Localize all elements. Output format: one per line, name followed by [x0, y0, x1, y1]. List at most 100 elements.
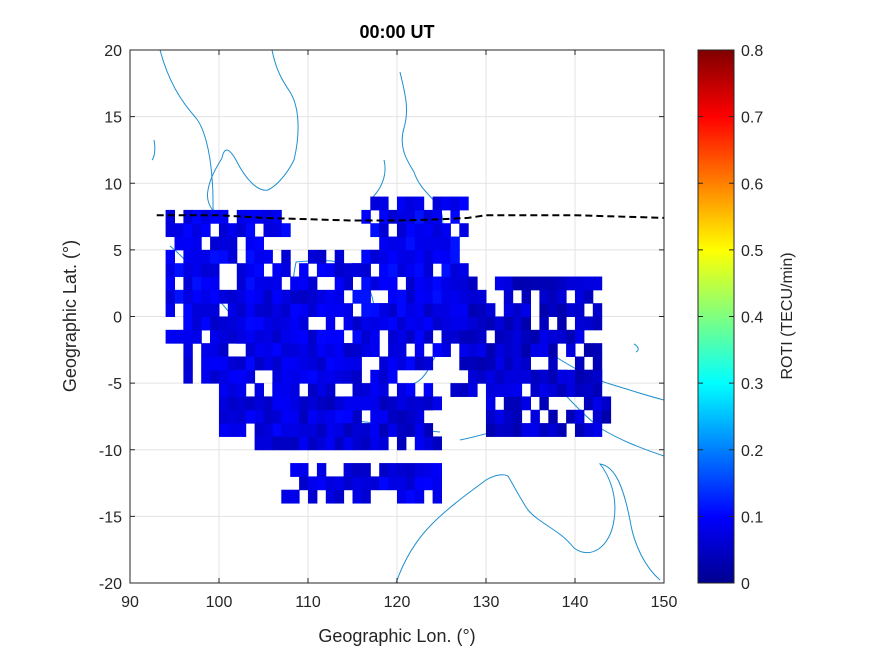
roti-cell: [423, 276, 434, 291]
roti-cell: [210, 316, 220, 331]
y-tick-label: 0: [113, 310, 122, 327]
roti-cell: [352, 396, 362, 411]
roti-cell: [370, 249, 380, 264]
roti-cell: [592, 356, 603, 371]
roti-cell: [254, 263, 264, 278]
roti-cell: [281, 249, 291, 264]
roti-cell: [432, 303, 442, 317]
roti-cell: [397, 263, 407, 278]
roti-cell: [477, 343, 487, 357]
roti-cell: [263, 329, 273, 344]
roti-cell: [201, 369, 211, 384]
roti-cell: [503, 303, 514, 317]
roti-cell: [245, 289, 256, 304]
roti-cell: [236, 303, 247, 317]
roti-cell: [219, 249, 229, 264]
roti-cell: [450, 236, 460, 251]
roti-cell: [405, 383, 416, 397]
roti-cell: [210, 249, 220, 264]
roti-cell: [575, 383, 585, 397]
roti-cell: [343, 436, 353, 451]
roti-cell: [405, 289, 416, 304]
roti-cell: [316, 303, 327, 317]
roti-cell: [477, 369, 487, 384]
roti-cell: [201, 249, 211, 264]
roti-cell: [521, 316, 531, 331]
roti-cell: [379, 383, 389, 397]
roti-cell: [343, 369, 353, 384]
roti-cell: [521, 343, 531, 357]
roti-cell: [272, 423, 282, 437]
roti-cell: [494, 276, 505, 291]
roti-cell: [272, 276, 282, 291]
roti-cell: [388, 236, 398, 251]
roti-cell: [548, 303, 558, 317]
roti-cell: [219, 289, 229, 304]
roti-cell: [414, 436, 425, 451]
roti-cell: [583, 423, 594, 437]
roti-cell: [361, 316, 371, 331]
roti-cell: [227, 303, 238, 317]
roti-cell: [432, 343, 442, 357]
roti-cell: [192, 329, 202, 344]
roti-cell: [530, 343, 540, 357]
roti-cell: [316, 249, 327, 264]
roti-cell: [201, 356, 211, 371]
roti-cell: [334, 329, 345, 344]
roti-cell: [414, 249, 425, 264]
roti-cell: [388, 276, 398, 291]
roti-cell: [414, 236, 425, 251]
roti-cell: [397, 196, 407, 211]
roti-cell: [281, 343, 291, 357]
roti-cell: [468, 369, 478, 384]
roti-cell: [316, 289, 327, 304]
roti-cell: [370, 369, 380, 384]
roti-cell: [379, 409, 389, 424]
roti-cell: [388, 249, 398, 264]
x-tick-label: 110: [295, 594, 321, 611]
roti-cell: [227, 409, 238, 424]
roti-cell: [165, 289, 175, 304]
y-axis-ticks: 20 15 10 5 0 -5 -10 -15 -20: [99, 43, 664, 593]
roti-cell: [325, 329, 336, 344]
coastline-luzon-2: [371, 159, 386, 199]
roti-cell: [450, 316, 460, 331]
roti-cell: [281, 329, 291, 344]
roti-cell: [486, 356, 496, 371]
roti-cell: [299, 263, 309, 278]
roti-cell: [281, 263, 291, 278]
roti-cell: [405, 276, 416, 291]
roti-cell: [432, 196, 442, 211]
colorbar-tick-label: 0.1: [741, 509, 763, 526]
roti-cell: [245, 409, 256, 424]
roti-cell: [521, 276, 531, 291]
roti-cell: [219, 209, 229, 224]
roti-cell: [290, 329, 300, 344]
roti-cell: [236, 369, 247, 384]
roti-cell: [521, 396, 531, 411]
roti-cell: [566, 369, 576, 384]
magnetic-equator-line: [156, 214, 664, 222]
roti-cell: [299, 303, 309, 317]
roti-cell: [219, 396, 229, 411]
y-tick-label: 20: [104, 43, 122, 60]
y-tick-label: 15: [104, 110, 122, 127]
roti-cell: [308, 329, 318, 344]
roti-cell: [370, 316, 380, 331]
roti-cell: [272, 209, 282, 224]
roti-cell: [459, 356, 469, 371]
roti-cell: [557, 316, 567, 331]
roti-cell: [414, 329, 425, 344]
roti-cell: [441, 196, 451, 211]
roti-cell: [548, 343, 558, 357]
roti-cell: [334, 263, 345, 278]
roti-cell: [308, 356, 318, 371]
colorbar-ticks: 0.8 0.7 0.6 0.5 0.4 0.3 0.2 0.1 0: [698, 43, 763, 593]
roti-cell: [512, 343, 523, 357]
roti-cell: [343, 396, 353, 411]
roti-cell: [379, 463, 389, 477]
roti-cell: [494, 423, 505, 437]
roti-cell: [352, 423, 362, 437]
roti-cell: [539, 396, 549, 411]
roti-cell: [388, 303, 398, 317]
